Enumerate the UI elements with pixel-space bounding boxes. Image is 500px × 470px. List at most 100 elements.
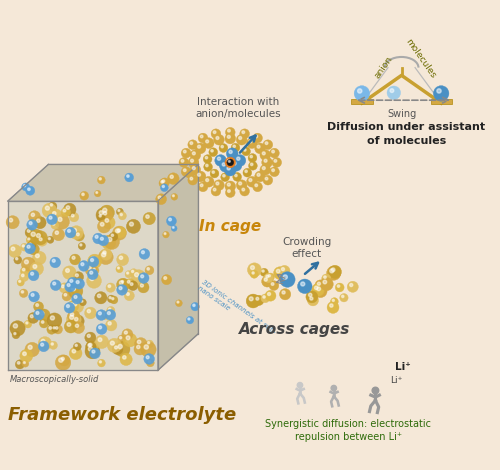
Circle shape — [108, 312, 110, 314]
Circle shape — [188, 175, 198, 185]
Circle shape — [121, 286, 124, 289]
Circle shape — [20, 272, 28, 282]
Circle shape — [28, 242, 36, 250]
Circle shape — [53, 327, 55, 329]
Circle shape — [147, 267, 150, 270]
Circle shape — [315, 280, 326, 291]
Circle shape — [358, 89, 362, 93]
Circle shape — [84, 307, 96, 319]
Circle shape — [312, 283, 324, 296]
Circle shape — [98, 338, 102, 342]
Circle shape — [162, 274, 172, 285]
Circle shape — [120, 281, 123, 284]
Circle shape — [25, 342, 40, 357]
Circle shape — [54, 325, 62, 334]
Circle shape — [240, 129, 250, 139]
Circle shape — [95, 235, 98, 238]
Circle shape — [332, 299, 334, 301]
Circle shape — [111, 234, 114, 236]
Circle shape — [9, 218, 13, 222]
Circle shape — [30, 243, 32, 245]
Circle shape — [90, 257, 94, 261]
Circle shape — [51, 221, 59, 229]
Circle shape — [70, 313, 73, 316]
Circle shape — [122, 356, 126, 359]
Circle shape — [222, 174, 225, 177]
Circle shape — [22, 360, 29, 367]
Circle shape — [170, 175, 173, 179]
Circle shape — [105, 309, 116, 320]
Circle shape — [42, 203, 56, 218]
Circle shape — [168, 218, 172, 221]
Circle shape — [34, 309, 44, 320]
Circle shape — [36, 312, 39, 314]
Circle shape — [88, 343, 92, 346]
Circle shape — [233, 162, 236, 165]
Circle shape — [160, 184, 168, 192]
Circle shape — [266, 273, 274, 281]
Circle shape — [136, 345, 140, 349]
Circle shape — [272, 169, 274, 172]
Circle shape — [22, 257, 36, 271]
Circle shape — [100, 205, 114, 220]
Circle shape — [52, 212, 56, 215]
Circle shape — [182, 148, 191, 158]
Circle shape — [88, 269, 98, 280]
Circle shape — [265, 142, 268, 144]
Circle shape — [92, 267, 99, 274]
Circle shape — [52, 282, 56, 285]
Circle shape — [390, 89, 394, 93]
Circle shape — [85, 332, 96, 343]
Circle shape — [249, 140, 252, 143]
Polygon shape — [352, 99, 372, 104]
Circle shape — [60, 283, 70, 293]
Circle shape — [75, 344, 78, 346]
Circle shape — [172, 227, 174, 228]
Circle shape — [221, 173, 230, 181]
Circle shape — [266, 275, 268, 278]
Circle shape — [108, 285, 110, 288]
Circle shape — [118, 210, 120, 212]
Circle shape — [98, 213, 105, 221]
Circle shape — [192, 152, 196, 155]
Circle shape — [193, 304, 195, 306]
Circle shape — [222, 163, 226, 166]
Circle shape — [204, 138, 214, 149]
Circle shape — [434, 86, 449, 101]
Circle shape — [130, 283, 133, 285]
Circle shape — [94, 292, 107, 304]
Circle shape — [233, 172, 241, 181]
Circle shape — [86, 274, 102, 288]
Circle shape — [82, 193, 84, 196]
Circle shape — [108, 237, 112, 242]
Circle shape — [105, 219, 108, 222]
Circle shape — [81, 263, 84, 266]
Circle shape — [250, 297, 253, 301]
Circle shape — [38, 341, 49, 352]
Circle shape — [387, 86, 400, 100]
Circle shape — [78, 260, 89, 271]
Circle shape — [61, 357, 64, 360]
Circle shape — [52, 325, 59, 333]
Circle shape — [124, 331, 128, 334]
Circle shape — [145, 266, 154, 274]
Circle shape — [326, 266, 341, 280]
Circle shape — [322, 274, 331, 283]
Circle shape — [252, 182, 262, 192]
Circle shape — [226, 127, 235, 137]
Circle shape — [96, 310, 106, 321]
Circle shape — [70, 254, 80, 265]
Circle shape — [177, 301, 179, 303]
Circle shape — [221, 145, 224, 148]
Circle shape — [264, 278, 268, 281]
Circle shape — [212, 171, 214, 173]
Circle shape — [260, 268, 268, 276]
Circle shape — [262, 276, 273, 287]
Polygon shape — [8, 201, 158, 370]
Circle shape — [242, 188, 244, 191]
Circle shape — [94, 190, 101, 197]
Circle shape — [47, 236, 54, 243]
Circle shape — [68, 310, 80, 323]
Circle shape — [263, 140, 272, 149]
Circle shape — [134, 273, 138, 277]
